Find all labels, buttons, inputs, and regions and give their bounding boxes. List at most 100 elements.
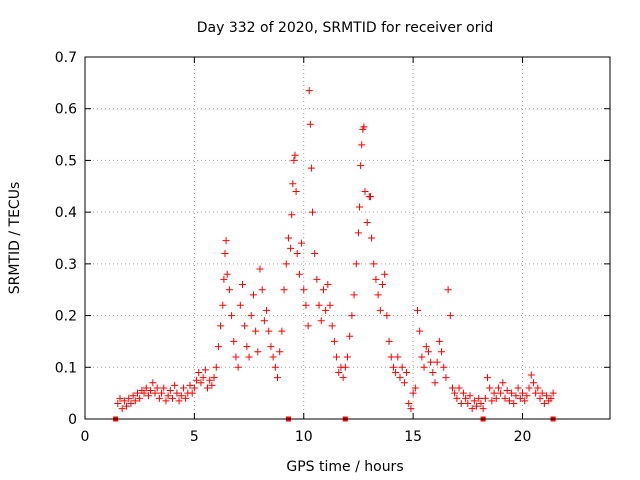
- data-point: [370, 260, 378, 268]
- data-point: [260, 317, 268, 325]
- data-point: [333, 353, 341, 361]
- data-point: [521, 397, 529, 405]
- data-point: [348, 312, 356, 320]
- data-point: [193, 376, 201, 384]
- data-point: [212, 363, 220, 371]
- data-point: [142, 384, 150, 392]
- x-tick-label: 15: [404, 429, 422, 445]
- data-point: [477, 399, 485, 407]
- y-tick-label: 0.5: [55, 153, 77, 169]
- data-point: [514, 384, 522, 392]
- data-point: [243, 343, 251, 351]
- data-point: [392, 368, 400, 376]
- data-point: [236, 301, 244, 309]
- data-point: [190, 384, 198, 392]
- data-point: [201, 366, 209, 374]
- data-point: [326, 301, 334, 309]
- data-point: [427, 358, 435, 366]
- data-point: [519, 389, 526, 397]
- data-point: [269, 353, 277, 361]
- data-point: [147, 387, 155, 395]
- data-point: [396, 374, 404, 382]
- data-point: [222, 237, 230, 245]
- data-point: [470, 397, 478, 405]
- data-point: [223, 270, 231, 278]
- data-point: [422, 343, 430, 351]
- data-point: [258, 286, 266, 294]
- data-point: [241, 322, 249, 330]
- data-point: [129, 392, 137, 400]
- data-point: [405, 399, 413, 407]
- data-point: [254, 348, 262, 356]
- data-point: [263, 306, 271, 314]
- data-point: [505, 397, 513, 405]
- data-point: [376, 306, 384, 314]
- data-points: [114, 87, 557, 413]
- data-point: [125, 394, 133, 402]
- data-point: [295, 270, 303, 278]
- data-point: [267, 343, 275, 351]
- data-point: [214, 343, 222, 351]
- data-point: [274, 374, 281, 382]
- data-point: [488, 397, 496, 405]
- data-point: [306, 120, 314, 128]
- data-point: [363, 218, 371, 226]
- data-point: [416, 327, 424, 335]
- data-point: [265, 327, 273, 335]
- data-point: [116, 394, 124, 402]
- data-point: [411, 384, 419, 392]
- tick-labels: 0 0.1 0.2 0.3 0.4 0.5 0.6 0.7 0 5 10 15 20: [55, 50, 532, 445]
- data-point: [309, 208, 316, 216]
- data-point: [420, 363, 428, 371]
- y-tick-label: 0.3: [55, 257, 77, 273]
- data-point: [330, 337, 338, 345]
- data-point: [292, 187, 300, 195]
- data-point: [293, 250, 301, 258]
- data-point: [523, 392, 531, 400]
- data-point: [290, 156, 298, 164]
- data-point: [527, 371, 535, 379]
- data-point: [403, 368, 411, 376]
- x-tick-label: 5: [190, 429, 199, 445]
- data-point: [239, 281, 246, 289]
- data-point: [462, 394, 470, 402]
- plot-frame: [84, 56, 611, 420]
- data-point: [360, 123, 368, 131]
- data-point: [424, 348, 432, 356]
- y-tick-label: 0.1: [55, 360, 77, 376]
- data-point: [118, 405, 126, 413]
- data-point: [497, 389, 505, 397]
- x-tick-label: 10: [295, 429, 313, 445]
- x-tick-label: 20: [514, 429, 532, 445]
- data-point: [217, 322, 225, 330]
- data-point: [158, 389, 166, 397]
- data-point: [127, 399, 135, 407]
- data-point: [166, 387, 174, 395]
- data-point: [431, 379, 439, 387]
- data-point: [219, 301, 227, 309]
- data-point: [547, 394, 555, 402]
- data-point: [319, 286, 327, 294]
- data-point: [435, 337, 443, 345]
- data-point: [356, 203, 364, 211]
- data-point: [169, 394, 176, 402]
- data-point: [536, 394, 544, 402]
- data-point: [197, 379, 205, 387]
- data-point: [210, 374, 218, 382]
- data-point: [508, 389, 516, 397]
- data-point: [440, 363, 448, 371]
- data-point: [171, 381, 179, 389]
- data-point: [179, 384, 187, 392]
- data-point: [438, 348, 446, 356]
- data-point: [446, 312, 454, 320]
- data-point: [305, 87, 313, 95]
- data-point: [352, 260, 360, 268]
- data-point: [188, 389, 196, 397]
- data-point: [529, 379, 537, 387]
- data-point: [354, 229, 362, 237]
- data-point: [278, 327, 286, 335]
- data-point: [140, 389, 148, 397]
- data-point: [525, 384, 533, 392]
- data-point: [302, 301, 310, 309]
